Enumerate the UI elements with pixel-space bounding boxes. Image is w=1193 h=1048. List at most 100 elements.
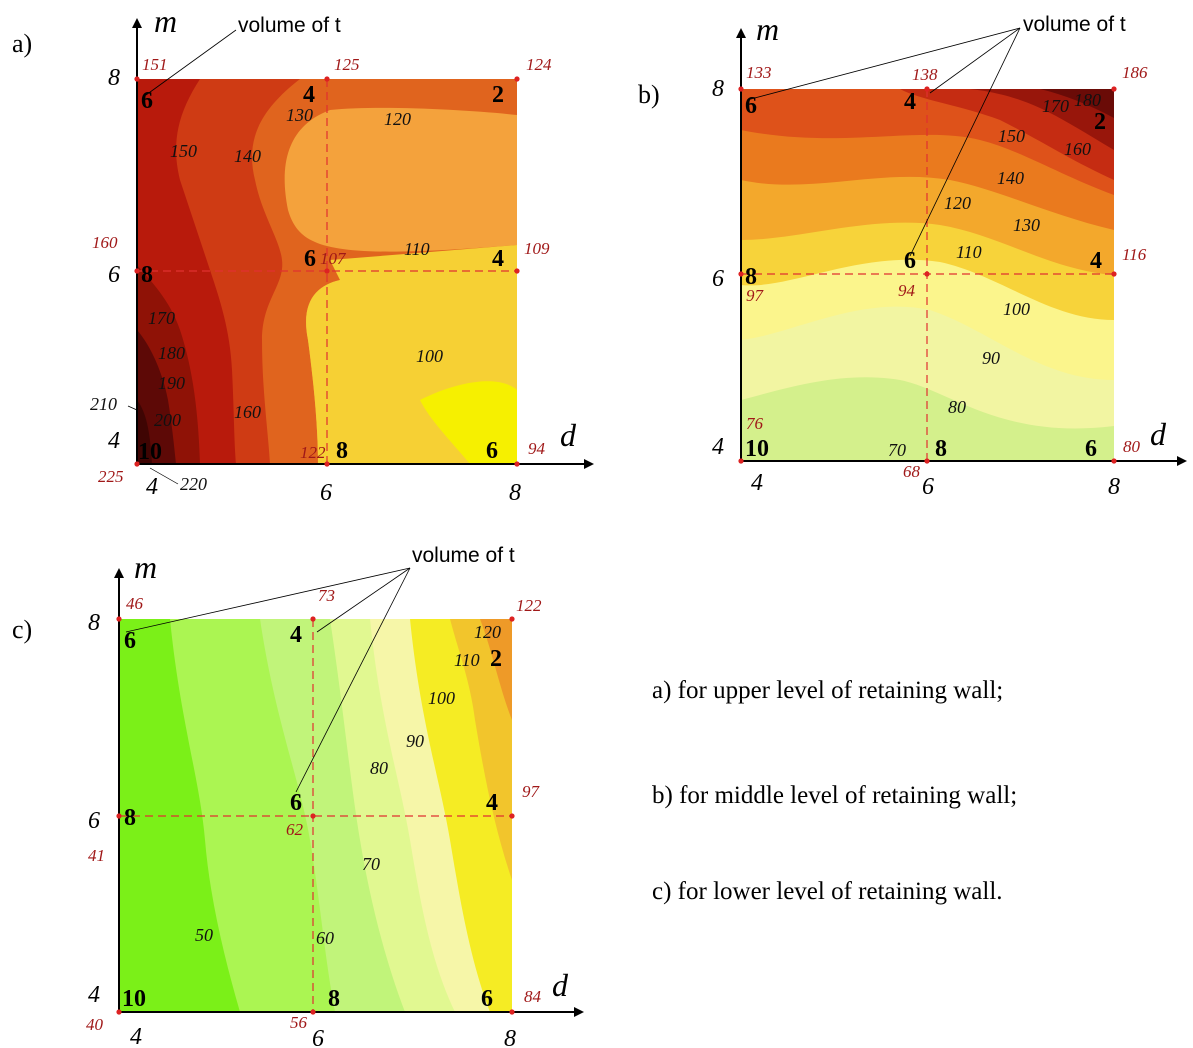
panel-a-node-label: 4 (492, 246, 504, 272)
panel-a-contour-label: 220 (180, 474, 207, 494)
panel-a-ytick-8: 8 (108, 65, 120, 91)
panel-b-contour-label: 170 (1042, 96, 1069, 116)
panel-a-contour-label: 130 (286, 105, 313, 125)
panel-c-contour-label: 60 (316, 928, 334, 948)
panel-a-contour-label: 140 (234, 146, 261, 166)
panel-c-ytick-4: 4 (88, 982, 100, 1008)
panel-b-xtick-4: 4 (751, 470, 763, 496)
panel-a-xtick-6: 6 (320, 480, 332, 506)
panel-c-contour-label: 80 (370, 758, 388, 778)
panel-a-node-label: 6 (304, 246, 316, 272)
legend-upper-level: a) for upper level of retaining wall; (652, 677, 1004, 704)
panel-c-xtick-4: 4 (130, 1024, 142, 1048)
panel-a-node-label: 10 (138, 439, 162, 465)
panel-a-node-label: 6 (486, 438, 498, 464)
panel-a-xtick-4: 4 (146, 474, 158, 500)
panel-b-contour-label: 130 (1013, 215, 1040, 235)
panel-b-point-value: 138 (912, 65, 938, 84)
panel-a-xtick-8: 8 (509, 480, 521, 506)
panel-b-contour-label: 120 (944, 193, 971, 213)
panel-b-callout-label: volume of t (1023, 13, 1126, 36)
panel-c-ytick-6: 6 (88, 808, 100, 834)
panel-a-point-value: 160 (92, 233, 118, 252)
panel-c-contour-label: 50 (195, 925, 213, 945)
panel-b-point-value: 116 (1122, 245, 1147, 264)
panel-a-xlabel: d (560, 417, 577, 453)
panel-b-contour-label: 80 (948, 397, 966, 417)
panel-c-contour-label: 90 (406, 731, 424, 751)
panel-a-point-value: 122 (300, 443, 326, 462)
panel-c-node-label: 6 (481, 986, 493, 1012)
panel-c-node-label: 2 (490, 646, 502, 672)
panel-c-label: c) (12, 615, 32, 644)
panel-c-point-value: 62 (286, 820, 304, 839)
panel-a-node-label: 2 (492, 82, 504, 108)
panel-b-point-value: 133 (746, 63, 772, 82)
panel-b-contour-label: 100 (1003, 299, 1030, 319)
panel-a-contour-label: 190 (158, 373, 185, 393)
panel-a-contour-label: 170 (148, 308, 175, 328)
panel-b-ytick-8: 8 (712, 76, 724, 102)
panel-b-contour-label: 140 (997, 168, 1024, 188)
panel-b-point-value: 97 (746, 286, 765, 305)
panel-c-contour-label: 100 (428, 688, 455, 708)
panel-c-ytick-8: 8 (88, 610, 100, 636)
panel-c-point-value: 41 (88, 846, 105, 865)
panel-a-contour-label: 180 (158, 343, 185, 363)
panel-c-callout: volume of t (125, 544, 515, 793)
panel-b-node-label: 6 (904, 248, 916, 274)
legend-lower-level: c) for lower level of retaining wall. (652, 878, 1003, 905)
panel-c-contour-label: 70 (362, 854, 380, 874)
panel-b-ylabel: m (756, 11, 779, 47)
panel-c-point-value: 122 (516, 596, 542, 615)
panel-c-point-value: 73 (318, 586, 335, 605)
panel-b-node-label: 8 (935, 436, 947, 462)
panel-b-contour-label: 110 (956, 242, 982, 262)
panel-a-point-value: 225 (98, 467, 124, 486)
panel-c-callout-label: volume of t (412, 544, 515, 567)
panel-b-node-label: 8 (745, 264, 757, 290)
panel-a-point-value: 94 (528, 439, 546, 458)
panel-c-ylabel: m (134, 549, 157, 585)
panel-c-point-value: 40 (86, 1015, 104, 1034)
panel-b-node-label: 6 (1085, 436, 1097, 462)
panel-a-ytick-4: 4 (108, 428, 120, 454)
panel-c-node-label: 6 (124, 628, 136, 654)
panel-a-point-value: 124 (526, 55, 552, 74)
panel-b-contour-label: 70 (888, 440, 906, 460)
panel-c-xtick-6: 6 (312, 1026, 324, 1048)
panel-b-node-labels: 6 4 2 8 6 4 10 8 6 (745, 89, 1106, 462)
panel-b-xlabel: d (1150, 416, 1167, 452)
panel-a-point-values: 151 125 124 160 107 109 225 122 94 (92, 55, 552, 486)
panel-c-node-label: 4 (486, 790, 498, 816)
panel-b-xtick-8: 8 (1108, 474, 1120, 500)
panel-b-point-value: 80 (1123, 437, 1141, 456)
panel-a-node-label: 6 (141, 88, 153, 114)
panel-a: a) m d 8 6 4 4 6 8 volume of t (12, 3, 594, 506)
panel-a-contour-label: 120 (384, 109, 411, 129)
panel-c-point-values: 46 73 122 41 62 97 40 56 84 (86, 586, 542, 1034)
panel-b-xtick-6: 6 (922, 474, 934, 500)
panel-a-contour-label: 150 (170, 141, 197, 161)
panel-c: c) m d 8 6 4 4 6 8 volume of t (12, 544, 584, 1048)
panel-b-label: b) (638, 80, 660, 109)
panel-c-node-label: 6 (290, 790, 302, 816)
panel-b-ytick-6: 6 (712, 266, 724, 292)
panel-a-node-label: 8 (336, 438, 348, 464)
panel-c-point-value: 97 (522, 782, 541, 801)
panel-a-label: a) (12, 29, 32, 58)
panel-b-contour-label: 150 (998, 126, 1025, 146)
panel-b-contour-label: 160 (1064, 139, 1091, 159)
panel-c-contour-label: 120 (474, 622, 501, 642)
panel-b-point-value: 76 (746, 414, 764, 433)
panel-b-point-values: 133 138 186 97 94 116 76 68 80 (746, 63, 1148, 481)
panel-b-node-label: 4 (904, 89, 916, 115)
panel-c-nodes (116, 616, 515, 1015)
panel-b-node-label: 6 (745, 93, 757, 119)
panel-a-point-value: 125 (334, 55, 360, 74)
panel-a-point-value: 107 (320, 249, 347, 268)
panel-a-node-labels: 6 4 2 8 6 4 10 8 6 (138, 82, 504, 465)
panel-a-point-value: 109 (524, 239, 550, 258)
panel-a-node-label: 4 (303, 82, 315, 108)
